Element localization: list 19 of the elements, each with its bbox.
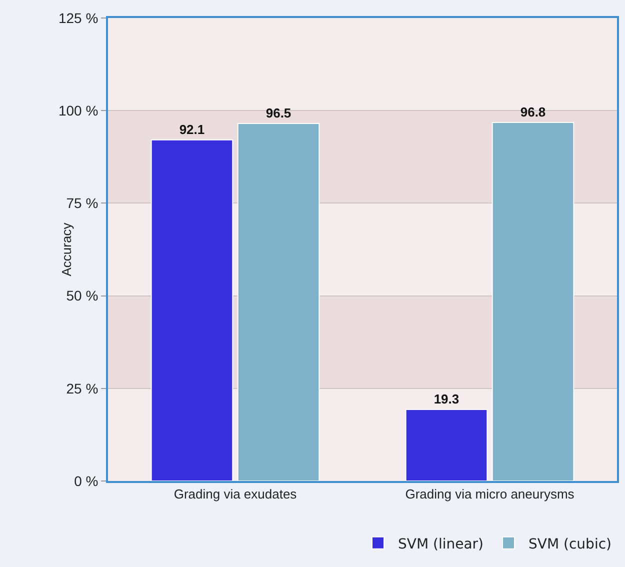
y-tick-label: 50 % — [66, 288, 98, 304]
bar — [405, 409, 488, 481]
y-tick-label: 75 % — [66, 195, 98, 212]
x-tick-label: Grading via micro aneurysms — [405, 486, 575, 502]
data-label: 96.8 — [520, 104, 546, 120]
legend-label: SVM (linear) — [398, 536, 484, 552]
y-tick-label: 125 % — [58, 10, 98, 26]
y-axis-title: Accuracy — [59, 222, 74, 276]
data-label: 96.5 — [266, 106, 292, 121]
y-tick-label: 100 % — [58, 102, 98, 118]
x-tick-label: Grading via exudates — [174, 486, 298, 502]
bar — [492, 122, 574, 481]
legend-label: SVM (cubic) — [528, 536, 612, 552]
bar — [237, 123, 320, 481]
data-label: 92.1 — [179, 122, 205, 137]
y-tick-label: 0 % — [74, 472, 98, 489]
bar — [150, 139, 234, 481]
y-tick-label: 25 % — [66, 380, 98, 396]
data-label: 19.3 — [434, 392, 460, 407]
